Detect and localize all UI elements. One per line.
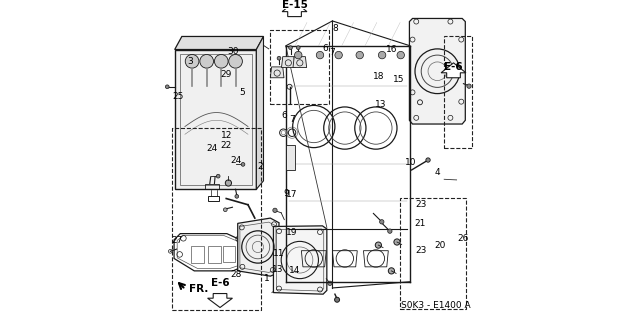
Circle shape — [394, 239, 400, 245]
Text: 27: 27 — [171, 236, 182, 245]
Text: 28: 28 — [230, 271, 241, 279]
Bar — [269, 30, 329, 104]
Text: 7: 7 — [289, 115, 295, 124]
Text: 23: 23 — [415, 246, 427, 255]
Text: 30: 30 — [227, 47, 239, 56]
Text: 12: 12 — [221, 131, 232, 140]
Text: 29: 29 — [221, 70, 232, 79]
Polygon shape — [410, 19, 465, 124]
Text: 4: 4 — [435, 168, 440, 177]
Circle shape — [378, 51, 386, 59]
Polygon shape — [175, 36, 264, 49]
Circle shape — [216, 174, 220, 178]
Polygon shape — [257, 36, 264, 189]
Polygon shape — [270, 67, 284, 78]
Text: 13: 13 — [375, 100, 387, 109]
Text: 18: 18 — [372, 72, 384, 81]
Text: 19: 19 — [285, 227, 297, 237]
Polygon shape — [282, 57, 295, 68]
Text: 26: 26 — [457, 234, 468, 243]
Text: 20: 20 — [435, 241, 446, 249]
Circle shape — [388, 268, 394, 274]
Bar — [444, 36, 472, 148]
Circle shape — [335, 297, 340, 302]
Circle shape — [228, 55, 243, 68]
Text: 14: 14 — [289, 266, 300, 275]
Circle shape — [380, 220, 384, 224]
Text: 5: 5 — [239, 88, 244, 98]
Circle shape — [356, 51, 364, 59]
Text: 6: 6 — [322, 44, 328, 53]
Circle shape — [289, 46, 292, 49]
Text: 13: 13 — [273, 265, 284, 274]
Circle shape — [294, 51, 302, 59]
Text: 2: 2 — [257, 162, 263, 171]
Text: FR.: FR. — [189, 284, 208, 294]
Polygon shape — [286, 145, 295, 170]
Text: S0K3 - E1400 A: S0K3 - E1400 A — [401, 301, 470, 310]
Circle shape — [397, 51, 404, 59]
Text: 24: 24 — [230, 156, 241, 165]
Text: 9: 9 — [283, 189, 289, 198]
Circle shape — [165, 85, 169, 89]
Text: 16: 16 — [386, 45, 397, 54]
Circle shape — [200, 55, 214, 68]
Text: 21: 21 — [414, 219, 426, 228]
Bar — [400, 198, 466, 309]
Text: E-15: E-15 — [282, 0, 307, 11]
Circle shape — [223, 208, 227, 211]
Circle shape — [277, 56, 281, 60]
Polygon shape — [175, 49, 257, 189]
Circle shape — [241, 162, 245, 166]
Text: 15: 15 — [394, 75, 405, 84]
Circle shape — [375, 242, 381, 248]
Circle shape — [225, 180, 232, 186]
Text: E-6: E-6 — [211, 278, 229, 288]
Text: 8: 8 — [332, 24, 338, 33]
Circle shape — [426, 158, 430, 162]
Bar — [172, 128, 261, 310]
Polygon shape — [293, 57, 307, 68]
Circle shape — [328, 281, 332, 286]
Circle shape — [214, 55, 228, 68]
Text: 22: 22 — [221, 141, 232, 150]
Circle shape — [316, 51, 324, 59]
Text: 17: 17 — [285, 190, 297, 199]
Circle shape — [296, 46, 300, 49]
Text: E-6: E-6 — [444, 62, 463, 71]
Polygon shape — [273, 226, 327, 294]
Circle shape — [273, 208, 277, 212]
Text: 6: 6 — [282, 111, 287, 120]
Text: 3: 3 — [188, 57, 193, 66]
Polygon shape — [207, 293, 232, 308]
Text: 1: 1 — [264, 273, 270, 283]
Text: 10: 10 — [405, 158, 417, 167]
Circle shape — [235, 195, 239, 198]
Polygon shape — [282, 2, 307, 17]
Circle shape — [185, 55, 199, 68]
Text: 24: 24 — [206, 144, 218, 153]
Text: 25: 25 — [172, 92, 184, 100]
Text: 7: 7 — [330, 48, 335, 57]
Circle shape — [467, 84, 471, 88]
Polygon shape — [237, 218, 279, 276]
Polygon shape — [441, 63, 466, 78]
Text: 11: 11 — [273, 249, 285, 258]
Circle shape — [335, 51, 342, 59]
Circle shape — [388, 229, 392, 233]
Text: 23: 23 — [415, 200, 427, 209]
